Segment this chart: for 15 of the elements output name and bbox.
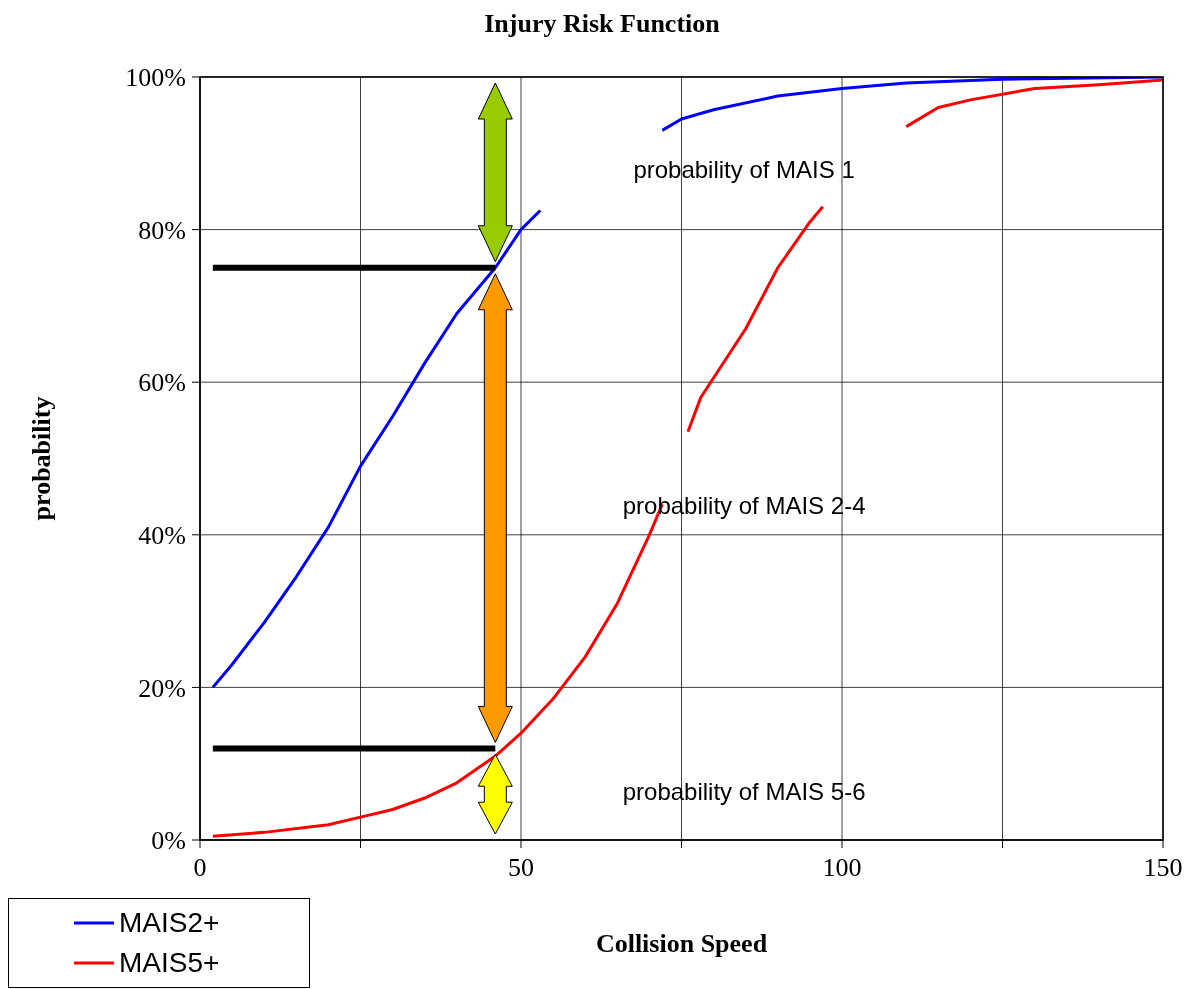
x-tick-label: 0 (193, 853, 207, 883)
x-tick-label: 150 (1143, 853, 1183, 883)
x-axis-title: Collision Speed (595, 929, 768, 958)
y-axis-title: probability (27, 396, 56, 521)
legend-label: MAIS2+ (119, 907, 220, 939)
legend-label: MAIS5+ (119, 947, 220, 979)
x-tick-label: 50 (508, 853, 534, 883)
x-tick-label: 100 (822, 853, 862, 883)
y-tick-label: 40% (138, 521, 186, 551)
y-tick-label: 100% (125, 63, 186, 93)
y-tick-label: 0% (151, 826, 186, 856)
y-tick-label: 80% (138, 215, 186, 245)
y-tick-label: 60% (138, 368, 186, 398)
chart-title: Injury Risk Function (484, 9, 721, 38)
y-tick-label: 20% (138, 673, 186, 703)
